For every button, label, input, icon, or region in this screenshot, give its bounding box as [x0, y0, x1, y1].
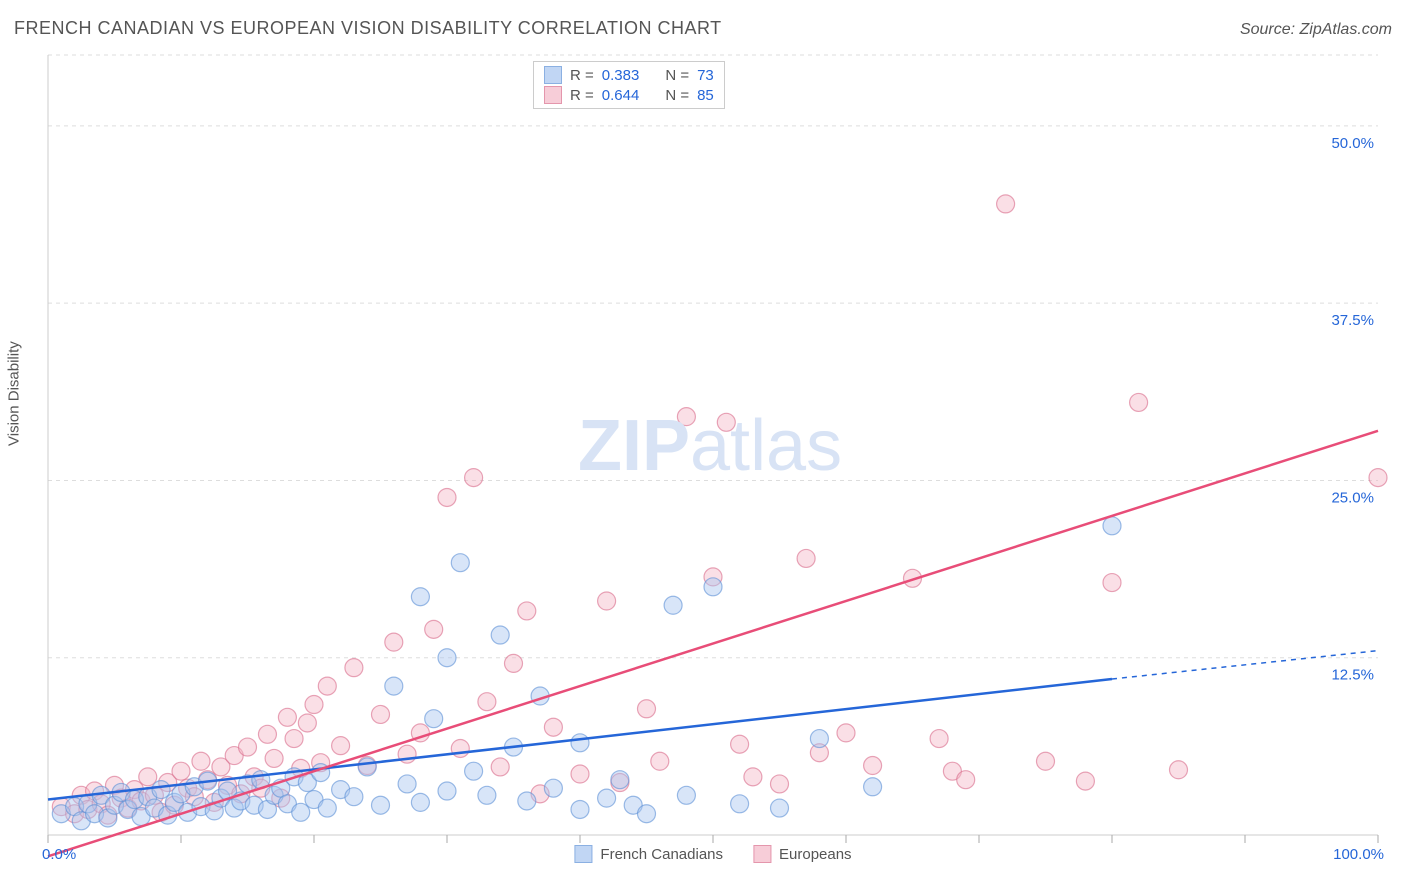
chart-header: FRENCH CANADIAN VS EUROPEAN VISION DISAB…	[14, 18, 1392, 39]
legend-series-label: Europeans	[779, 846, 852, 863]
legend-series-label: French Canadians	[600, 846, 723, 863]
legend-swatch-blue	[574, 845, 592, 863]
legend-row: Europeans	[753, 845, 852, 863]
legend-r-value: 0.644	[602, 87, 640, 104]
legend-row: R = 0.383 N = 73	[544, 66, 714, 84]
legend-row: R = 0.644 N = 85	[544, 86, 714, 104]
svg-text:12.5%: 12.5%	[1331, 667, 1374, 684]
source-prefix: Source:	[1240, 21, 1300, 38]
legend-n-value: 85	[697, 87, 714, 104]
series-legend: French Canadians Europeans	[574, 845, 851, 863]
legend-r-value: 0.383	[602, 67, 640, 84]
y-axis-label: Vision Disability	[6, 341, 23, 446]
legend-swatch-pink	[753, 845, 771, 863]
legend-n-label: N =	[665, 87, 689, 104]
legend-n-value: 73	[697, 67, 714, 84]
legend-swatch-pink	[544, 86, 562, 104]
x-axis-max-label: 100.0%	[1333, 846, 1384, 863]
correlation-legend: R = 0.383 N = 73 R = 0.644 N = 85	[533, 61, 725, 109]
source-name: ZipAtlas.com	[1300, 21, 1392, 38]
svg-text:50.0%: 50.0%	[1331, 135, 1374, 152]
scatter-plot-svg: 12.5% 25.0% 37.5% 50.0%	[48, 55, 1378, 835]
legend-swatch-blue	[544, 66, 562, 84]
legend-n-label: N =	[665, 67, 689, 84]
chart-title: FRENCH CANADIAN VS EUROPEAN VISION DISAB…	[14, 18, 722, 39]
legend-r-label: R =	[570, 87, 594, 104]
svg-text:37.5%: 37.5%	[1331, 312, 1374, 329]
svg-text:25.0%: 25.0%	[1331, 489, 1374, 506]
legend-row: French Canadians	[574, 845, 723, 863]
x-axis-min-label: 0.0%	[42, 846, 76, 863]
chart-plot-area: 12.5%25.0%37.5%50.0% ZIPatlas R = 0.383 …	[48, 55, 1378, 835]
legend-r-label: R =	[570, 67, 594, 84]
chart-source: Source: ZipAtlas.com	[1240, 21, 1392, 39]
